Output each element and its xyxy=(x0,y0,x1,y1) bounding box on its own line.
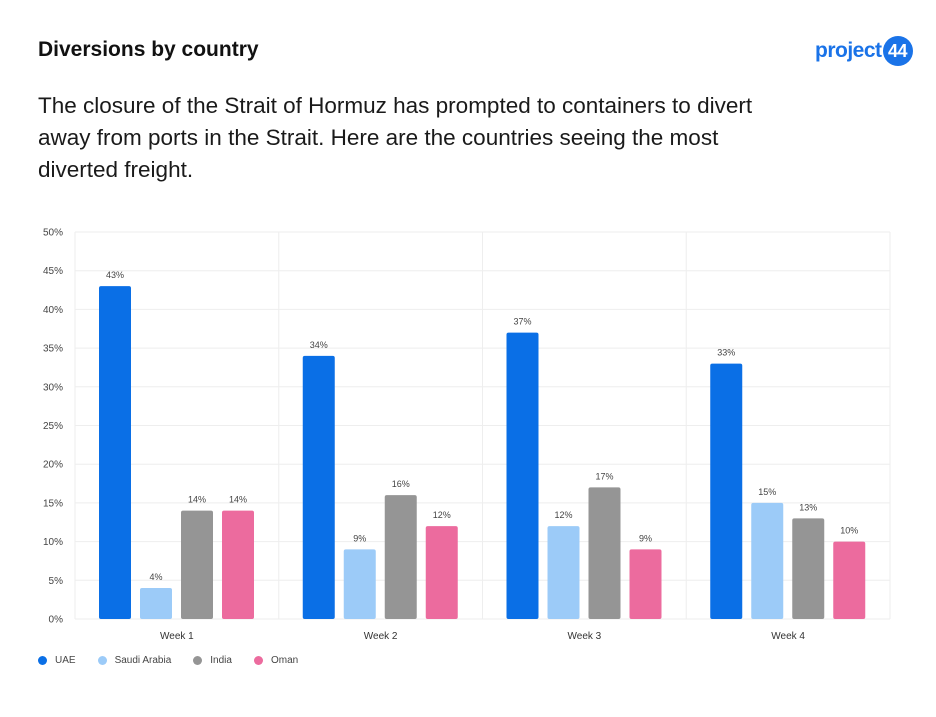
y-tick-label: 15% xyxy=(43,498,63,509)
bar-uae xyxy=(506,332,539,619)
legend-item: UAE xyxy=(38,655,76,666)
data-label: 15% xyxy=(758,487,776,497)
legend-label: UAE xyxy=(55,655,76,666)
data-label: 9% xyxy=(639,533,652,543)
legend: UAE Saudi Arabia India Oman xyxy=(38,655,298,666)
data-label: 33% xyxy=(717,348,735,358)
y-tick-label: 5% xyxy=(49,576,64,587)
bar-india xyxy=(588,487,621,619)
x-tick-label: Week 3 xyxy=(568,631,602,642)
bar-oman xyxy=(425,526,458,619)
data-label: 37% xyxy=(513,317,531,327)
project44-logo: project 44 xyxy=(815,36,913,66)
data-label: 12% xyxy=(433,510,451,520)
legend-item: India xyxy=(193,655,232,666)
legend-label: Oman xyxy=(270,655,299,666)
y-tick-label: 30% xyxy=(43,382,63,393)
legend-dot-icon xyxy=(253,656,263,665)
bar-uae xyxy=(302,355,335,619)
data-label: 4% xyxy=(149,572,162,582)
data-label: 34% xyxy=(310,340,328,350)
chart-title: Diversions by country xyxy=(38,38,259,61)
y-tick-label: 10% xyxy=(43,537,63,548)
data-label: 9% xyxy=(353,533,366,543)
data-label: 10% xyxy=(840,526,858,536)
data-label: 14% xyxy=(229,495,247,505)
legend-label: India xyxy=(210,655,232,666)
bar-india xyxy=(181,510,213,619)
bar-saudi-arabia xyxy=(547,526,580,619)
data-label: 17% xyxy=(595,471,613,481)
data-label: 13% xyxy=(799,502,817,512)
y-tick-label: 45% xyxy=(43,266,63,277)
chart-subtitle: The closure of the Strait of Hormuz has … xyxy=(38,93,753,182)
y-tick-label: 35% xyxy=(43,344,63,355)
data-label: 12% xyxy=(554,510,572,520)
bar-uae xyxy=(710,363,743,619)
bar-saudi-arabia xyxy=(343,549,376,619)
logo-text: project xyxy=(815,39,882,62)
legend-item: Saudi Arabia xyxy=(97,655,172,666)
legend-label: Saudi Arabia xyxy=(114,655,172,666)
bar-india xyxy=(792,518,825,619)
bar-oman xyxy=(833,541,866,619)
logo-badge: 44 xyxy=(882,36,913,66)
bar-saudi-arabia xyxy=(751,502,784,619)
bar-uae xyxy=(99,286,131,619)
y-tick-label: 0% xyxy=(49,615,64,626)
data-label: 14% xyxy=(188,495,206,505)
bar-oman xyxy=(629,549,662,619)
y-tick-label: 50% xyxy=(43,228,63,239)
legend-dot-icon xyxy=(193,656,203,665)
y-tick-label: 20% xyxy=(43,460,63,471)
legend-dot-icon xyxy=(38,656,47,665)
legend-dot-icon xyxy=(97,656,107,665)
x-tick-label: Week 1 xyxy=(160,631,194,642)
data-label: 16% xyxy=(392,479,410,489)
bar-oman xyxy=(222,510,254,619)
bar-saudi-arabia xyxy=(140,588,172,619)
legend-item: Oman xyxy=(253,655,299,666)
data-label: 43% xyxy=(106,270,124,280)
bar-india xyxy=(384,495,417,619)
y-tick-label: 40% xyxy=(43,305,63,316)
y-tick-label: 25% xyxy=(43,421,63,432)
x-tick-label: Week 4 xyxy=(771,631,805,642)
x-tick-label: Week 2 xyxy=(364,631,398,642)
